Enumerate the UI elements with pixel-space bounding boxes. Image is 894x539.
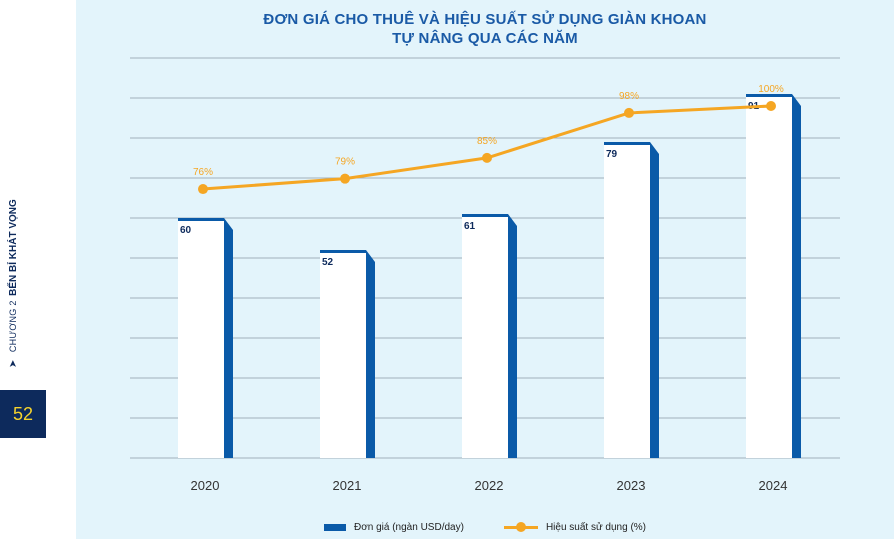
bar-top	[178, 218, 224, 221]
bar-side	[650, 142, 659, 458]
bar-top	[746, 94, 792, 97]
legend-item-bar: Đơn giá (ngàn USD/day)	[323, 521, 464, 533]
bar-top	[320, 250, 366, 253]
chart-title: ĐƠN GIÁ CHO THUÊ VÀ HIỆU SUẤT SỬ DỤNG GI…	[76, 10, 894, 48]
legend-item-line: Hiệu suất sử dụng (%)	[503, 521, 647, 533]
chart-title-line-2: TỰ NÂNG QUA CÁC NĂM	[392, 30, 578, 47]
line-point	[766, 101, 776, 111]
legend-bar-label: Đơn giá (ngàn USD/day)	[353, 521, 464, 533]
bar	[604, 145, 650, 458]
bar-side	[792, 94, 801, 458]
line-point	[482, 152, 492, 163]
line-point	[624, 107, 634, 118]
sidebar: ➤ CHƯƠNG 2 BẾN BỈ KHÁT VỌNG 52	[0, 0, 48, 539]
chart-legend: Đơn giá (ngàn USD/day) Hiệu suất sử dụng…	[76, 518, 894, 536]
line-value-label: 98%	[619, 91, 639, 102]
bar	[178, 221, 224, 458]
bar-value-label: 52	[322, 257, 334, 268]
line-value-label: 79%	[335, 157, 355, 168]
bar-side	[224, 218, 233, 458]
line-point	[198, 184, 208, 195]
bar-top	[462, 214, 508, 217]
x-tick-label: 2023	[617, 478, 646, 493]
x-tick-label: 2021	[333, 478, 362, 493]
legend-line-label: Hiệu suất sử dụng (%)	[545, 521, 647, 533]
bar-value-label: 60	[180, 225, 192, 236]
page-number: 52	[0, 390, 46, 438]
bar	[462, 217, 508, 458]
bar-value-label: 61	[464, 221, 476, 232]
bar-top	[604, 142, 650, 145]
series-line	[202, 104, 772, 191]
bar-value-label: 79	[606, 149, 618, 160]
bar-side	[366, 250, 375, 458]
line-value-label: 76%	[193, 167, 213, 178]
chart-title-line-1: ĐƠN GIÁ CHO THUÊ VÀ HIỆU SUẤT SỬ DỤNG GI…	[263, 11, 707, 28]
line-value-label: 100%	[758, 84, 784, 95]
bar-side	[508, 214, 517, 458]
bar	[320, 253, 366, 458]
line-value-label: 85%	[477, 136, 497, 147]
x-tick-label: 2022	[475, 478, 504, 493]
x-tick-label: 2024	[759, 478, 788, 493]
line-point	[340, 173, 350, 184]
legend-line-swatch	[503, 522, 538, 532]
bar	[746, 97, 792, 458]
x-tick-label: 2020	[191, 478, 220, 493]
legend-bar-swatch	[323, 523, 346, 531]
